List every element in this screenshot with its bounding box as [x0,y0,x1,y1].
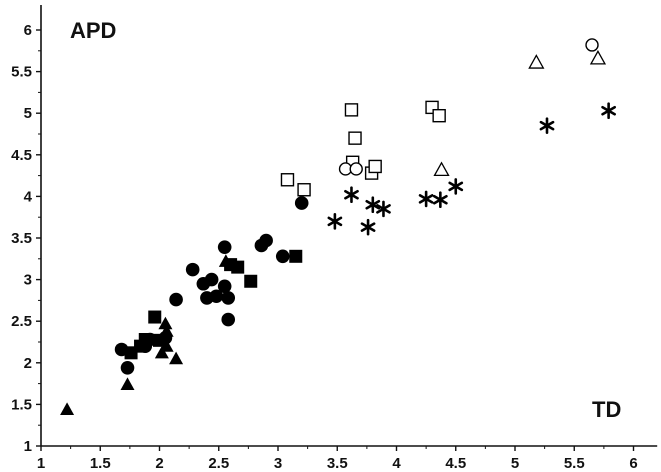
data-point-filled-circle [204,272,219,287]
data-point-filled-triangle [60,402,75,415]
y-tick-label: 2 [24,355,32,372]
data-point-filled-circle [217,279,232,294]
data-point-open-square [344,103,359,117]
data-point-asterisk [360,218,376,236]
data-point-open-triangle [433,161,450,177]
x-tick-label: 5 [511,455,519,472]
data-point-filled-square [138,333,152,347]
x-tick-label: 4.5 [445,455,466,472]
x-tick-label: 3 [274,455,282,472]
data-point-open-square [280,173,295,187]
data-point-asterisk [539,117,555,134]
data-point-filled-triangle [154,345,169,359]
data-point-open-triangle [528,54,545,69]
data-point-filled-triangle [120,377,135,391]
data-point-filled-circle [275,249,290,264]
data-point-filled-triangle [159,339,174,352]
data-point-filled-triangle [159,324,174,337]
data-point-asterisk [418,190,434,208]
data-point-filled-triangle [169,351,184,365]
x-tick-label: 4 [392,455,401,472]
data-point-filled-square [153,333,166,347]
x-tick-label: 6 [629,455,637,472]
x-tick-label: 1.5 [90,455,111,472]
data-point-filled-square [148,310,162,324]
data-point-asterisk [327,213,343,230]
x-tick-label: 2.5 [208,455,229,472]
y-axis-ticks: 1 1.5 2 2.5 3 3.5 4 4.5 5 5.5 6 [11,22,41,455]
y-tick-label: 3.5 [11,230,32,247]
data-point-asterisk [448,178,464,195]
x-tick-label: 1 [37,455,45,472]
data-point-asterisk [376,200,391,218]
y-tick-label: 3 [24,272,32,289]
data-point-filled-circle [120,360,135,375]
data-point-asterisk [344,186,359,204]
data-point-filled-triangle [218,254,233,267]
data-point-open-circle [349,162,363,176]
data-point-filled-circle [169,292,183,307]
data-point-filled-circle [209,289,224,304]
data-point-filled-circle [217,240,232,254]
data-point-asterisk [601,102,616,120]
x-axis-title: TD [592,397,621,422]
x-tick-label: 3.5 [327,455,348,472]
y-tick-label: 4 [24,188,33,205]
plot-area: 1 1.5 2 2.5 3 3.5 4 4.5 5 5.5 6 1 1.5 2 2.5 3 3.5 4 4.5 5 5… [11,5,658,472]
x-tick-label: 5.5 [564,455,585,472]
data-point-filled-circle [221,312,236,327]
y-tick-label: 5.5 [11,64,32,81]
y-tick-label: 5 [24,105,32,122]
data-point-open-square [432,108,446,123]
data-point-open-square [368,159,382,174]
data-point-open-circle [585,38,599,52]
y-tick-label: 1.5 [11,396,32,413]
data-point-filled-square [231,260,245,274]
data-point-open-square [348,131,362,145]
data-point-filled-circle [259,233,273,248]
data-point-open-square [297,183,311,197]
y-tick-label: 6 [24,22,32,39]
data-point-filled-circle [185,262,200,277]
x-axis-ticks: 1 1.5 2 2.5 3 3.5 4 4.5 5 5.5 6 [37,446,638,472]
x-tick-label: 2 [155,455,163,472]
data-point-open-triangle [589,49,607,65]
data-point-filled-circle [221,291,236,305]
y-tick-label: 4.5 [11,147,32,164]
y-tick-label: 1 [24,438,32,455]
y-axis-title: APD [70,18,116,43]
data-points [60,38,616,415]
data-point-filled-triangle [158,316,173,330]
data-point-asterisk [432,191,448,209]
data-point-asterisk [365,196,381,214]
data-point-filled-square [244,274,258,288]
data-point-filled-square [289,249,303,263]
y-tick-label: 2.5 [11,313,32,330]
data-point-filled-circle [294,196,309,210]
